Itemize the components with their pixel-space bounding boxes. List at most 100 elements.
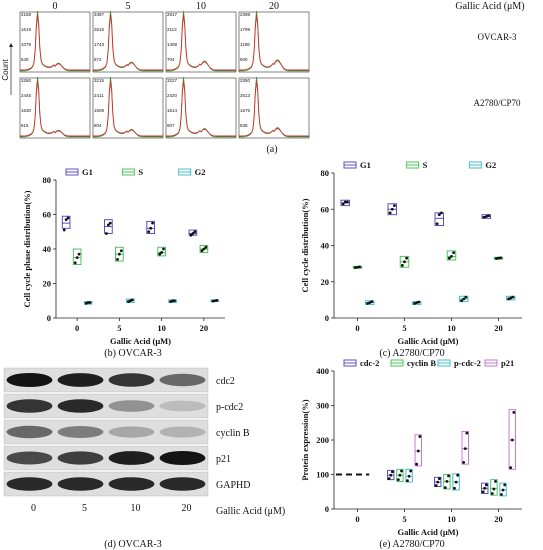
histogram-curve-red — [166, 14, 236, 71]
blot-band — [57, 451, 104, 465]
legend-label: S — [138, 167, 143, 177]
y-axis-title: Cell cycle phase distribution(%) — [22, 190, 32, 307]
tick-label: 1079 — [21, 42, 32, 47]
y-axis-title: Cell cycle distribution(%) — [300, 198, 310, 292]
panel-d-western-blot: cdc2 p-cdc2 cyclin B p21 GAPHD 0 5 10 20 Gallic A… — [3, 367, 285, 517]
y-tick-label: 20 — [321, 277, 330, 287]
blot-band — [6, 425, 53, 439]
tick-label: 3350 — [240, 78, 251, 83]
data-point — [463, 447, 467, 451]
histogram-curve-red — [239, 14, 309, 71]
y-tick-label: 400 — [316, 366, 329, 376]
blot-axis-title: Gallic Acid (μM) — [216, 506, 285, 517]
data-point — [200, 249, 204, 253]
data-point — [500, 493, 503, 496]
data-point — [454, 480, 458, 484]
data-point — [435, 222, 439, 226]
blot-band — [159, 400, 206, 412]
data-point — [490, 492, 494, 495]
column-header: 0 — [53, 1, 58, 12]
blot-band — [159, 451, 206, 465]
histogram-frame — [238, 77, 310, 139]
data-point — [434, 484, 438, 487]
y-tick-label: 200 — [316, 435, 329, 445]
data-point — [460, 299, 463, 303]
x-tick-label: 0 — [75, 323, 79, 333]
y-tick-label: 40 — [321, 241, 330, 251]
data-point — [482, 216, 486, 219]
blot-band — [159, 373, 206, 387]
data-point — [400, 469, 403, 473]
data-point — [158, 252, 162, 256]
data-point — [147, 230, 151, 234]
y-tick-label: 60 — [321, 204, 330, 214]
tick-label: 704 — [167, 57, 175, 62]
data-point — [509, 466, 513, 469]
legend-label: cyclin B — [407, 358, 436, 368]
band-label: GAPHD — [216, 480, 250, 491]
tick-label: 540 — [21, 57, 29, 62]
x-tick-label: 5 — [402, 514, 406, 524]
tick-label: 1675 — [240, 108, 251, 113]
tick-label: 3260 — [21, 78, 32, 83]
blot-band — [108, 426, 155, 438]
row-label: OVCAR-3 — [477, 32, 517, 42]
lane-label: 10 — [131, 503, 141, 514]
data-point — [465, 431, 469, 435]
data-point — [215, 299, 219, 302]
tick-label: 1608 — [94, 108, 105, 113]
tick-label: 2445 — [21, 93, 32, 98]
data-point — [75, 256, 79, 260]
data-point — [387, 477, 391, 481]
data-point — [497, 256, 500, 260]
histogram-frame — [92, 77, 164, 139]
data-point — [494, 480, 497, 483]
data-point — [494, 257, 498, 260]
box — [72, 248, 82, 265]
legend-label: G2 — [195, 167, 206, 177]
box — [499, 482, 507, 497]
blot-band — [6, 373, 53, 387]
histogram-curve-red — [239, 80, 309, 137]
y-tick-label: 80 — [321, 168, 330, 178]
y-tick-label: 40 — [43, 244, 52, 254]
data-point — [356, 265, 359, 269]
data-point — [484, 215, 488, 218]
panel-label-c: (c) A2780/CP70 — [379, 348, 444, 359]
tick-label: 3487 — [94, 12, 105, 17]
y-tick-label: 80 — [43, 175, 52, 185]
histogram-frame — [238, 11, 310, 73]
data-point — [117, 252, 121, 256]
data-point — [368, 301, 372, 304]
tick-label: 2420 — [167, 93, 178, 98]
data-point — [445, 480, 449, 483]
x-tick-label: 5 — [402, 323, 406, 333]
panel-label-a: (a) — [266, 144, 277, 155]
data-point — [343, 200, 347, 204]
tick-label: 2158 — [21, 12, 32, 17]
data-point — [407, 474, 411, 478]
data-point — [86, 301, 90, 304]
data-point — [456, 473, 460, 477]
column-header: 20 — [269, 1, 279, 12]
data-point — [358, 265, 362, 269]
data-point — [462, 297, 466, 301]
data-point — [406, 479, 409, 483]
blot-band — [57, 399, 104, 413]
data-point — [511, 295, 515, 299]
blot-band — [6, 451, 53, 465]
legend-label: p-cdc-2 — [454, 358, 481, 368]
legend-label: G1 — [360, 160, 371, 170]
axis-title-y: Count — [1, 59, 10, 81]
box — [405, 468, 413, 483]
data-point — [388, 211, 392, 215]
tick-label: 1619 — [21, 27, 32, 32]
tick-label: 838 — [240, 123, 248, 128]
box — [490, 479, 498, 496]
data-point — [453, 486, 456, 490]
data-point — [116, 257, 119, 261]
tick-label: 2411 — [94, 93, 104, 98]
data-point — [403, 260, 406, 264]
band-label: p21 — [216, 454, 231, 465]
y-tick-label: 60 — [43, 210, 52, 220]
